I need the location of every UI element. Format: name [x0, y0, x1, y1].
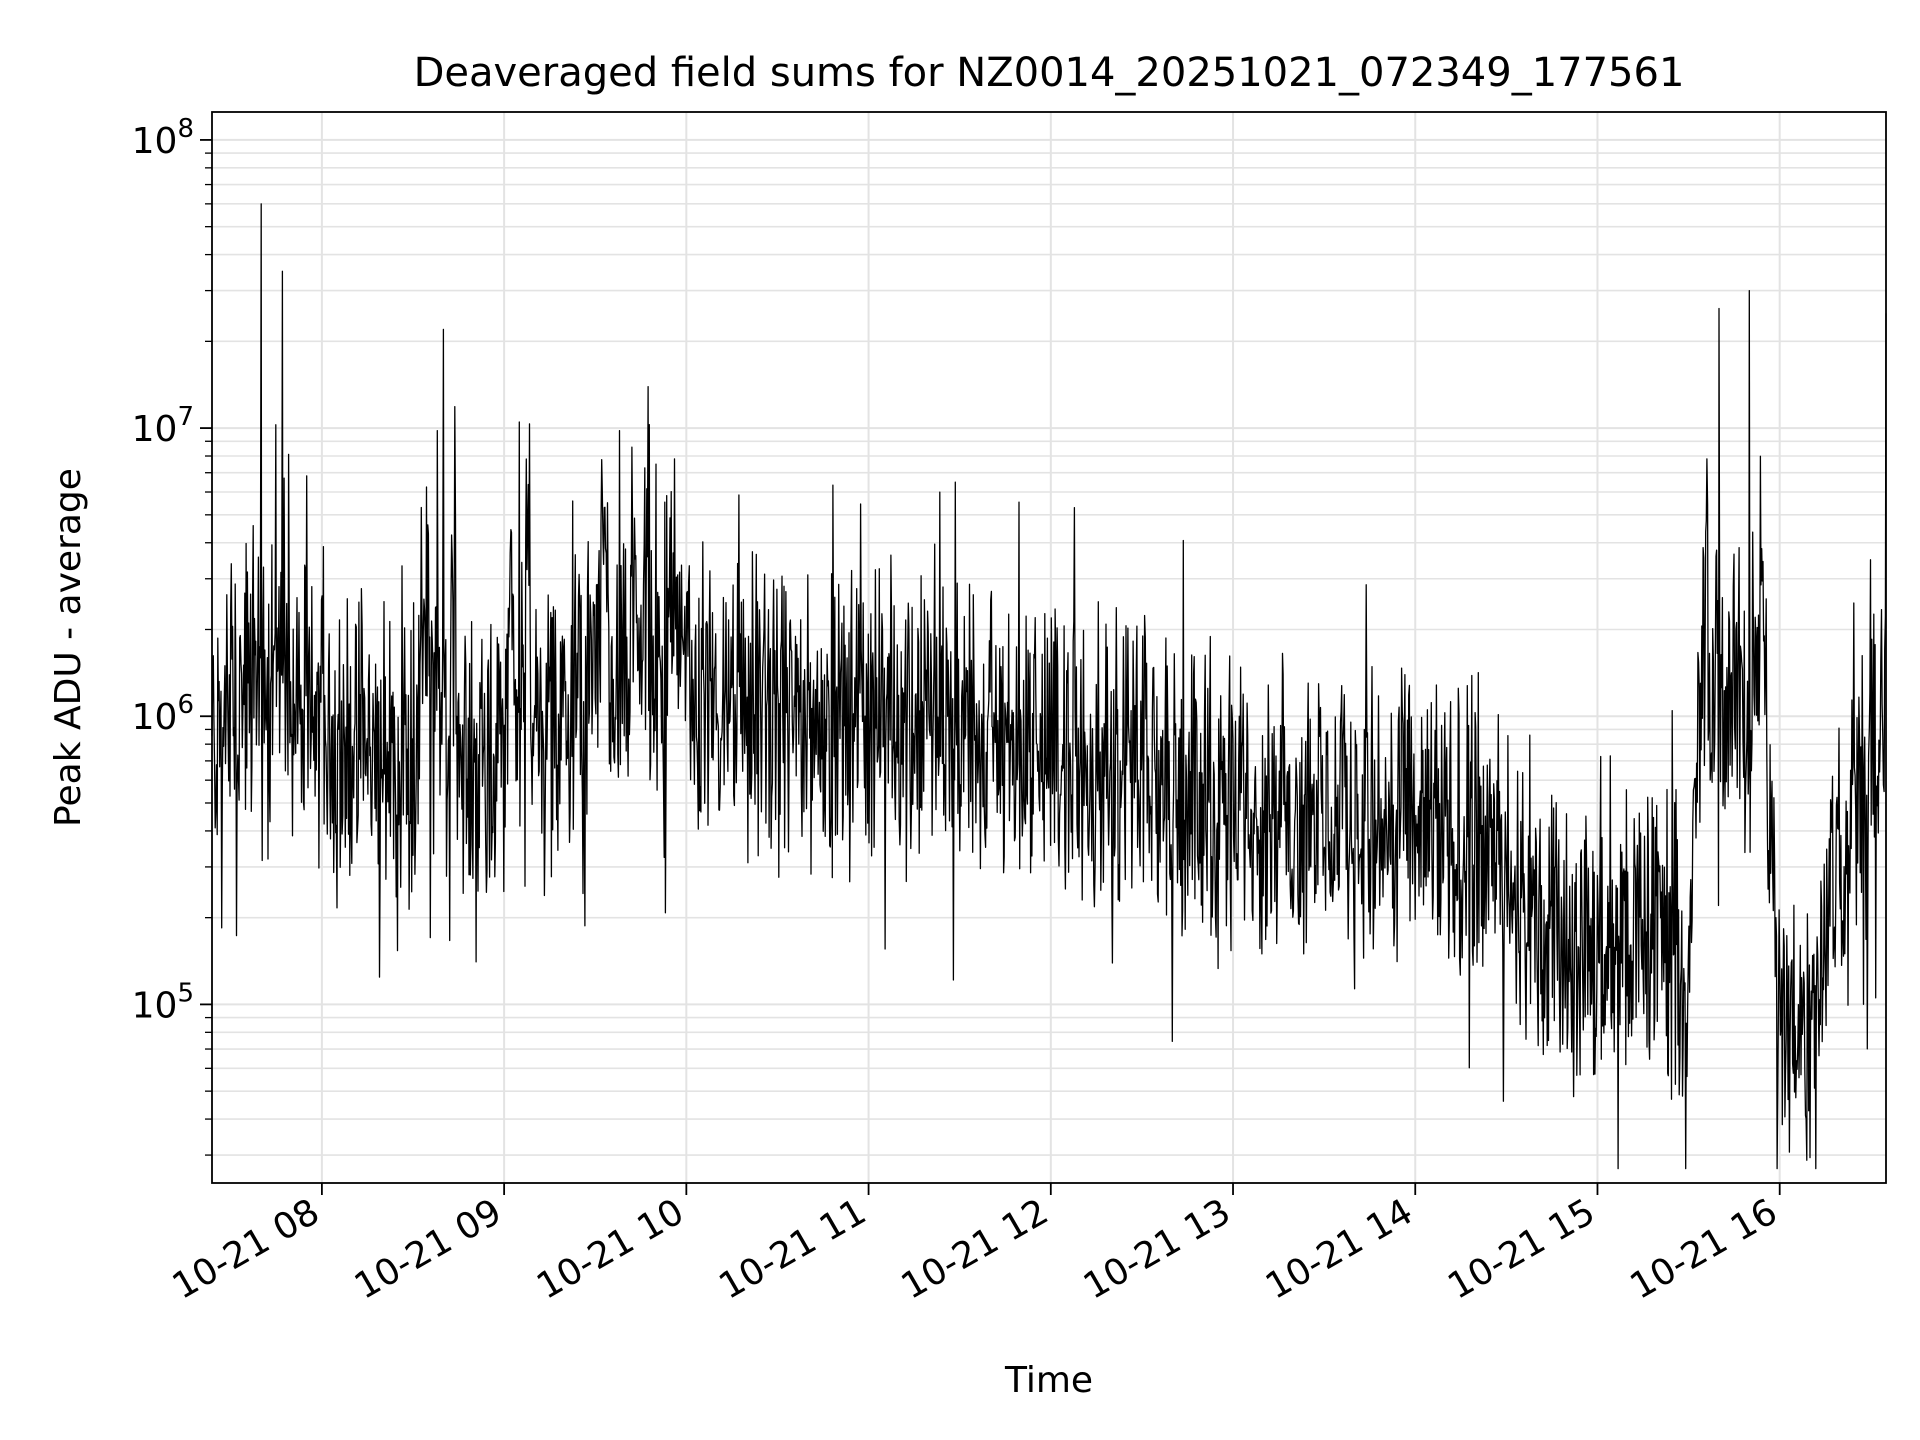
x-axis-label: Time: [1004, 1360, 1093, 1401]
y-tick-label: 106: [132, 690, 194, 738]
y-tick-label: 108: [132, 114, 194, 162]
y-tick-label: 107: [132, 402, 194, 450]
series-layer: [211, 203, 1887, 1170]
chart-title: Deaveraged field sums for NZ0014_2025102…: [414, 50, 1685, 96]
series-line: [211, 203, 1887, 1170]
plot-frame: [211, 111, 1887, 1184]
y-tick-label: 105: [132, 978, 194, 1026]
y-axis-label: Peak ADU - average: [48, 468, 89, 827]
